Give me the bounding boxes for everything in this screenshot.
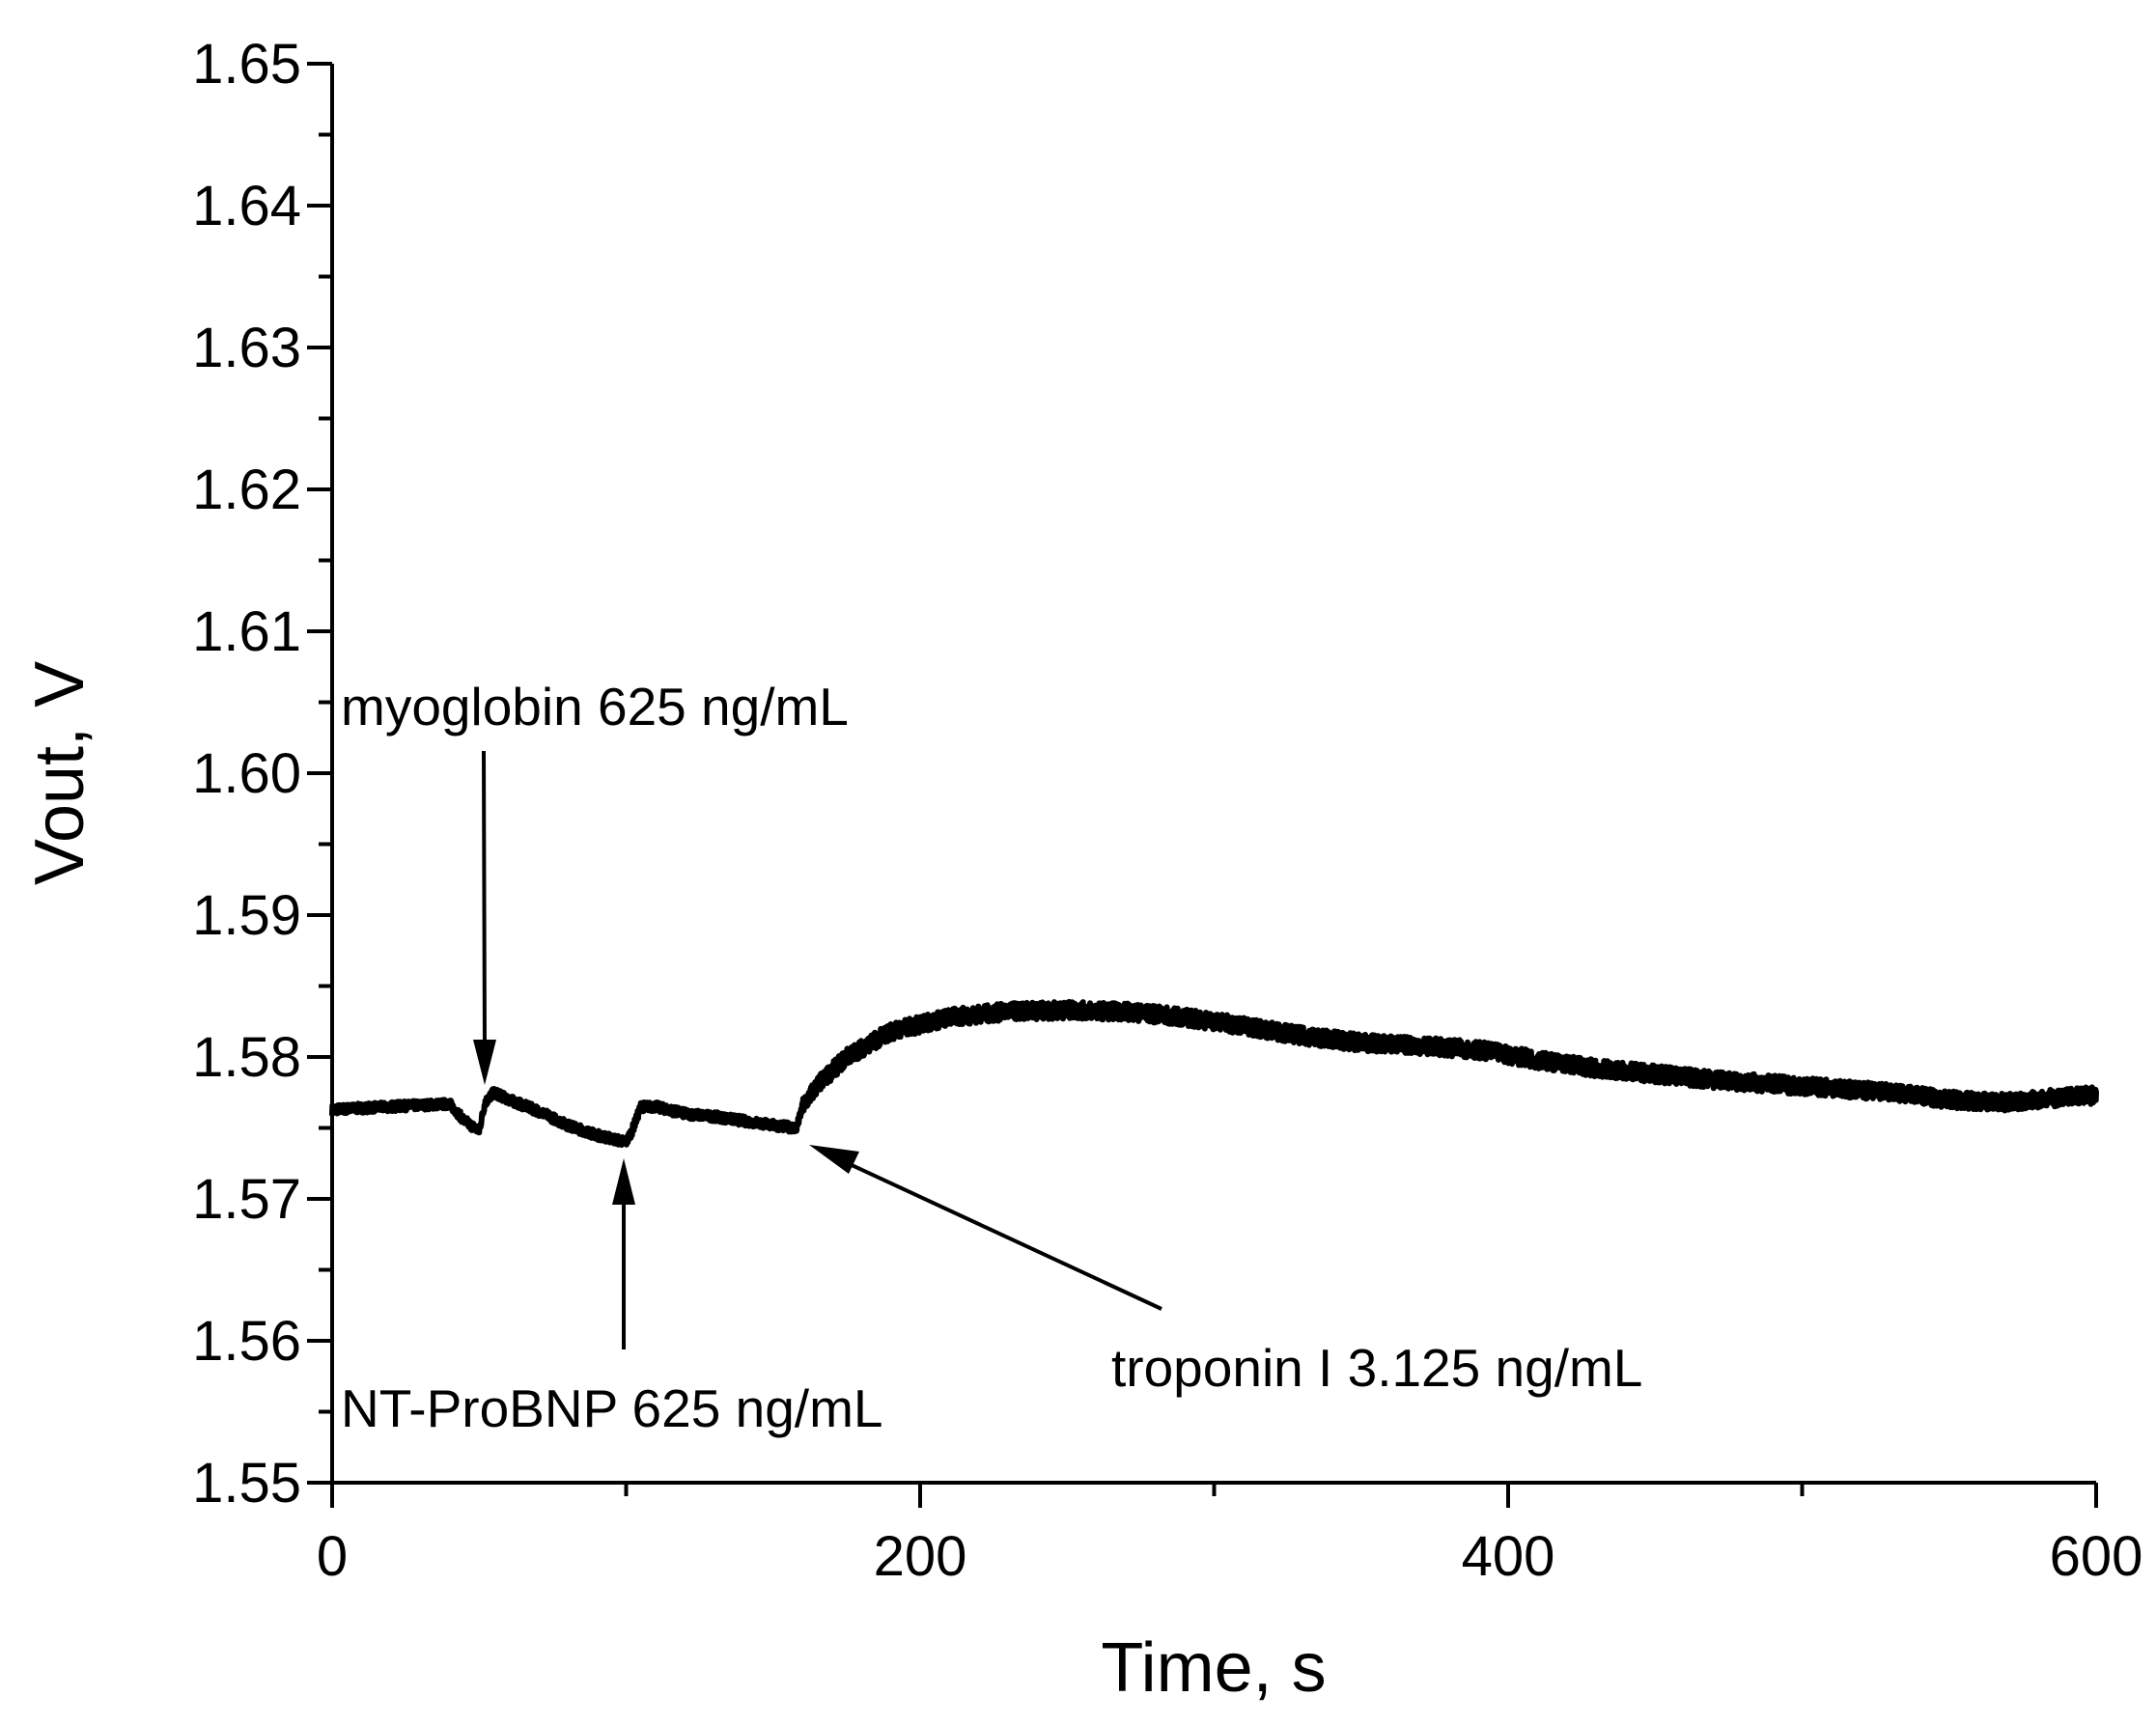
axis-ticks: 1.55 1.56 1.57 1.58 1.59 1.60 1.61 1.62 1.63 1.64…: [192, 33, 2142, 1588]
y-tick-label: 1.55: [192, 1452, 301, 1515]
annotation-myoglobin-label: myoglobin 625 ng/mL: [341, 677, 849, 737]
y-axis-title: Vout, V: [21, 661, 98, 885]
y-tick-label: 1.64: [192, 175, 301, 237]
annotation-myoglobin-arrowhead: [473, 1040, 496, 1085]
y-tick-label: 1.59: [192, 884, 301, 947]
annotation-ntprobnp-arrowhead: [612, 1158, 635, 1205]
y-tick-label: 1.61: [192, 600, 301, 663]
x-axis-title: Time, s: [1101, 1629, 1326, 1707]
annotation-troponin-arrowhead: [809, 1145, 859, 1174]
y-tick-label: 1.63: [192, 317, 301, 379]
annotation-troponin-label: troponin I 3.125 ng/mL: [1111, 1338, 1642, 1398]
y-tick-label: 1.60: [192, 742, 301, 805]
y-tick-label: 1.57: [192, 1168, 301, 1231]
y-tick-label: 1.58: [192, 1026, 301, 1089]
annotation-myoglobin: myoglobin 625 ng/mL: [341, 677, 849, 1085]
annotation-ntprobnp: NT-ProBNP 625 ng/mL: [341, 1158, 882, 1438]
annotation-troponin-arrow: [849, 1162, 1162, 1311]
y-tick-label: 1.56: [192, 1310, 301, 1373]
series-line-vout: [329, 998, 2099, 1149]
annotation-myoglobin-arrow: [482, 750, 487, 1049]
annotation-ntprobnp-label: NT-ProBNP 625 ng/mL: [341, 1378, 882, 1438]
x-tick-label: 400: [1462, 1525, 1555, 1588]
x-tick-label: 200: [874, 1525, 967, 1588]
y-tick-label: 1.62: [192, 459, 301, 521]
y-tick-label: 1.65: [192, 33, 301, 96]
x-tick-label: 600: [2050, 1525, 2143, 1588]
annotation-troponin: troponin I 3.125 ng/mL: [809, 1145, 1642, 1398]
x-tick-label: 0: [317, 1525, 348, 1588]
